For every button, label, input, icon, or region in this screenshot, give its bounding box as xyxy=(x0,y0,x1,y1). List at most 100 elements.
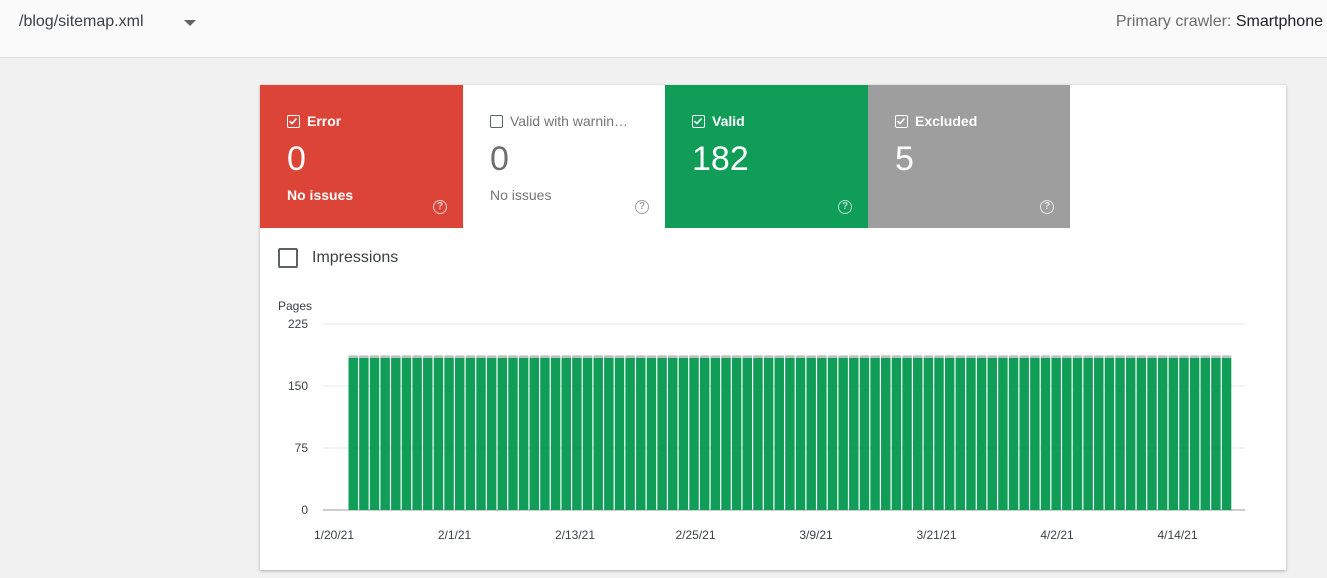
chart-bar-valid xyxy=(678,357,689,510)
chart-bar-excluded xyxy=(923,355,934,358)
chart-bar-valid xyxy=(604,357,614,510)
checkbox-checked-icon[interactable] xyxy=(692,114,705,128)
chart-bar-valid xyxy=(1221,357,1232,510)
chart-bar-excluded xyxy=(1040,355,1051,358)
chart-bar-excluded xyxy=(412,355,422,358)
chart-bar-excluded xyxy=(955,355,966,358)
chart-bar-excluded xyxy=(1062,355,1072,358)
chart-bar-valid xyxy=(497,357,508,510)
chart-bar-valid xyxy=(1157,357,1168,510)
checkbox-unchecked-icon[interactable] xyxy=(278,248,298,268)
chart-bar-excluded xyxy=(753,355,763,358)
chart-bar-valid xyxy=(1136,357,1147,510)
chart-bar-valid xyxy=(827,357,838,510)
tile-warnings-title: Valid with warnin… xyxy=(510,113,629,129)
chart-bar-excluded xyxy=(508,355,518,358)
tile-excluded-title: Excluded xyxy=(915,113,978,129)
chart-bar-valid xyxy=(1115,357,1125,510)
impressions-toggle[interactable]: Impressions xyxy=(278,248,398,268)
chart-bar-valid xyxy=(348,357,358,510)
coverage-card: Error 0 No issues ? Valid with warnin… 0… xyxy=(260,85,1286,570)
chart-bar-excluded xyxy=(518,355,529,358)
chart-bar-excluded xyxy=(721,355,731,358)
chart-bar-valid xyxy=(1094,357,1104,510)
chart-bar-valid xyxy=(944,357,955,510)
y-tick-label: 225 xyxy=(288,317,308,331)
chart-bar-excluded xyxy=(731,355,742,358)
top-bar: /blog/sitemap.xml Primary crawler: Smart… xyxy=(0,0,1327,58)
chart-bar-excluded xyxy=(1051,355,1061,358)
chart-bar-valid xyxy=(987,357,997,510)
chart-bar-excluded xyxy=(699,355,710,358)
chart-bar-valid xyxy=(838,357,848,510)
checkbox-checked-icon[interactable] xyxy=(895,114,908,128)
chart-bar-excluded xyxy=(763,355,774,358)
tile-error[interactable]: Error 0 No issues ? xyxy=(260,85,463,228)
chart-bar-valid xyxy=(401,357,412,510)
chart-bar-valid xyxy=(902,357,912,510)
chart-bar-excluded xyxy=(912,355,923,358)
chart-bar-excluded xyxy=(636,355,646,358)
chart-bar-excluded xyxy=(497,355,508,358)
chart-bar-excluded xyxy=(1200,355,1210,358)
chart-bar-valid xyxy=(774,357,784,510)
sitemap-dropdown-button[interactable] xyxy=(181,16,201,30)
chart-bar-excluded xyxy=(742,355,753,358)
chart-bar-valid xyxy=(668,357,678,510)
chart-bar-excluded xyxy=(987,355,997,358)
chart-bar-valid xyxy=(636,357,646,510)
impressions-label: Impressions xyxy=(312,249,399,266)
chart-bar-valid xyxy=(721,357,731,510)
chart-bar-excluded xyxy=(1157,355,1168,358)
chart-bar-excluded xyxy=(646,355,657,358)
checkbox-checked-icon[interactable] xyxy=(287,114,300,128)
chart-bar-excluded xyxy=(1221,355,1232,358)
chart-bar-valid xyxy=(1040,357,1051,510)
chart-bar-valid xyxy=(966,357,976,510)
chart-bar-excluded xyxy=(668,355,678,358)
chart-bar-excluded xyxy=(1211,355,1221,358)
x-tick-label: 4/14/21 xyxy=(1157,528,1197,542)
chart-bar-excluded xyxy=(433,355,444,358)
chart-bar-excluded xyxy=(380,355,390,358)
chart-bar-valid xyxy=(359,357,369,510)
chart-bar-valid xyxy=(1147,357,1157,510)
help-icon[interactable]: ? xyxy=(838,200,852,214)
chart-bar-excluded xyxy=(1094,355,1104,358)
help-icon[interactable]: ? xyxy=(1040,200,1054,214)
chart-bar-excluded xyxy=(572,355,582,358)
chart-bar-valid xyxy=(870,357,880,510)
tile-warnings-count: 0 xyxy=(490,140,509,178)
checkbox-unchecked-icon[interactable] xyxy=(490,114,503,128)
tile-valid-with-warnings[interactable]: Valid with warnin… 0 No issues ? xyxy=(463,85,665,228)
sitemap-selector-label[interactable]: /blog/sitemap.xml xyxy=(19,13,144,30)
chart-bar-valid xyxy=(582,357,593,510)
help-icon[interactable]: ? xyxy=(433,200,447,214)
chart-bar-valid xyxy=(806,357,816,510)
chart-bar-valid xyxy=(923,357,934,510)
tile-valid[interactable]: Valid 182 ? xyxy=(665,85,868,228)
help-icon[interactable]: ? xyxy=(635,200,649,214)
tile-excluded-count: 5 xyxy=(895,140,914,178)
chart-bar-valid xyxy=(1125,357,1136,510)
tile-valid-count: 182 xyxy=(692,140,749,178)
primary-crawler: Primary crawler: Smartphone xyxy=(1116,13,1323,31)
chart-bar-excluded xyxy=(614,355,625,358)
chart-bar-excluded xyxy=(369,355,380,358)
chart-bar-excluded xyxy=(1147,355,1157,358)
tile-error-subtitle: No issues xyxy=(287,187,354,203)
chart-bar-excluded xyxy=(348,355,358,358)
chart-bar-valid xyxy=(625,357,635,510)
primary-crawler-value: Smartphone xyxy=(1235,13,1323,30)
chevron-down-icon xyxy=(184,20,196,26)
chart-bar-excluded xyxy=(785,355,795,358)
chart-bar-excluded xyxy=(561,355,571,358)
chart-bar-excluded xyxy=(1168,355,1179,358)
chart-bar-valid xyxy=(731,357,742,510)
tile-excluded[interactable]: Excluded 5 ? xyxy=(868,85,1070,228)
chart-bar-valid xyxy=(1072,357,1083,510)
chart-bar-excluded xyxy=(359,355,369,358)
chart-bar-excluded xyxy=(1115,355,1125,358)
chart-bar-excluded xyxy=(902,355,912,358)
chart-bar-valid xyxy=(614,357,625,510)
